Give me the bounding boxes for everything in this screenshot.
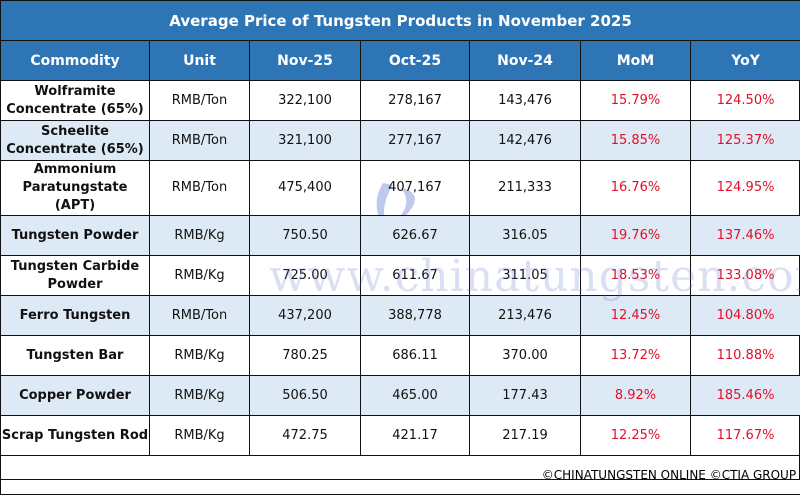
cell-nov24: 370.00 [470,336,581,376]
cell-yoy: 124.95% [691,161,800,216]
cell-yoy: 125.37% [691,121,800,161]
cell-nov24: 217.19 [470,416,581,456]
cell-oct25: 277,167 [361,121,470,161]
cell-unit: RMB/Ton [150,161,250,216]
cell-oct25: 388,778 [361,296,470,336]
cell-yoy: 110.88% [691,336,800,376]
price-table-container: Average Price of Tungsten Products in No… [0,0,800,480]
cell-commodity: Tungsten Carbide Powder [1,256,150,296]
cell-unit: RMB/Ton [150,81,250,121]
cell-commodity: Tungsten Powder [1,216,150,256]
cell-yoy: 117.67% [691,416,800,456]
column-header-oct-25: Oct-25 [361,41,470,81]
cell-yoy: 124.50% [691,81,800,121]
cell-nov25: 321,100 [250,121,361,161]
cell-nov25: 750.50 [250,216,361,256]
cell-oct25: 421.17 [361,416,470,456]
cell-nov25: 475,400 [250,161,361,216]
cell-unit: RMB/Ton [150,296,250,336]
cell-nov25: 322,100 [250,81,361,121]
cell-oct25: 407,167 [361,161,470,216]
cell-nov24: 177.43 [470,376,581,416]
cell-nov25: 506.50 [250,376,361,416]
cell-nov24: 213,476 [470,296,581,336]
cell-mom: 13.72% [581,336,691,376]
cell-nov24: 211,333 [470,161,581,216]
cell-nov25: 472.75 [250,416,361,456]
cell-mom: 15.79% [581,81,691,121]
cell-nov25: 725.00 [250,256,361,296]
cell-unit: RMB/Kg [150,216,250,256]
cell-oct25: 611.67 [361,256,470,296]
cell-oct25: 686.11 [361,336,470,376]
cell-nov24: 142,476 [470,121,581,161]
cell-yoy: 133.08% [691,256,800,296]
cell-unit: RMB/Kg [150,256,250,296]
cell-yoy: 104.80% [691,296,800,336]
copyright-footer: ©CHINATUNGSTEN ONLINE ©CTIA GROUP [1,456,800,495]
column-header-nov-24: Nov-24 [470,41,581,81]
cell-nov24: 316.05 [470,216,581,256]
cell-commodity: Tungsten Bar [1,336,150,376]
cell-nov24: 143,476 [470,81,581,121]
column-header-commodity: Commodity [1,41,150,81]
cell-mom: 8.92% [581,376,691,416]
cell-commodity: Ammonium Paratungstate (APT) [1,161,150,216]
cell-nov25: 780.25 [250,336,361,376]
cell-mom: 12.45% [581,296,691,336]
cell-unit: RMB/Kg [150,376,250,416]
cell-commodity: Wolframite Concentrate (65%) [1,81,150,121]
cell-mom: 19.76% [581,216,691,256]
cell-commodity: Ferro Tungsten [1,296,150,336]
cell-nov25: 437,200 [250,296,361,336]
footer-row: ©CHINATUNGSTEN ONLINE ©CTIA GROUP [1,456,800,495]
cell-yoy: 185.46% [691,376,800,416]
cell-commodity: Copper Powder [1,376,150,416]
cell-oct25: 465.00 [361,376,470,416]
cell-oct25: 278,167 [361,81,470,121]
cell-yoy: 137.46% [691,216,800,256]
table-title: Average Price of Tungsten Products in No… [1,1,800,41]
cell-mom: 15.85% [581,121,691,161]
cell-unit: RMB/Kg [150,416,250,456]
column-header-yoy: YoY [691,41,800,81]
cell-mom: 18.53% [581,256,691,296]
cell-oct25: 626.67 [361,216,470,256]
cell-unit: RMB/Ton [150,121,250,161]
cell-commodity: Scheelite Concentrate (65%) [1,121,150,161]
cell-nov24: 311.05 [470,256,581,296]
column-header-mom: MoM [581,41,691,81]
cell-mom: 12.25% [581,416,691,456]
cell-commodity: Scrap Tungsten Rod [1,416,150,456]
cell-unit: RMB/Kg [150,336,250,376]
column-header-nov-25: Nov-25 [250,41,361,81]
cell-mom: 16.76% [581,161,691,216]
column-header-unit: Unit [150,41,250,81]
